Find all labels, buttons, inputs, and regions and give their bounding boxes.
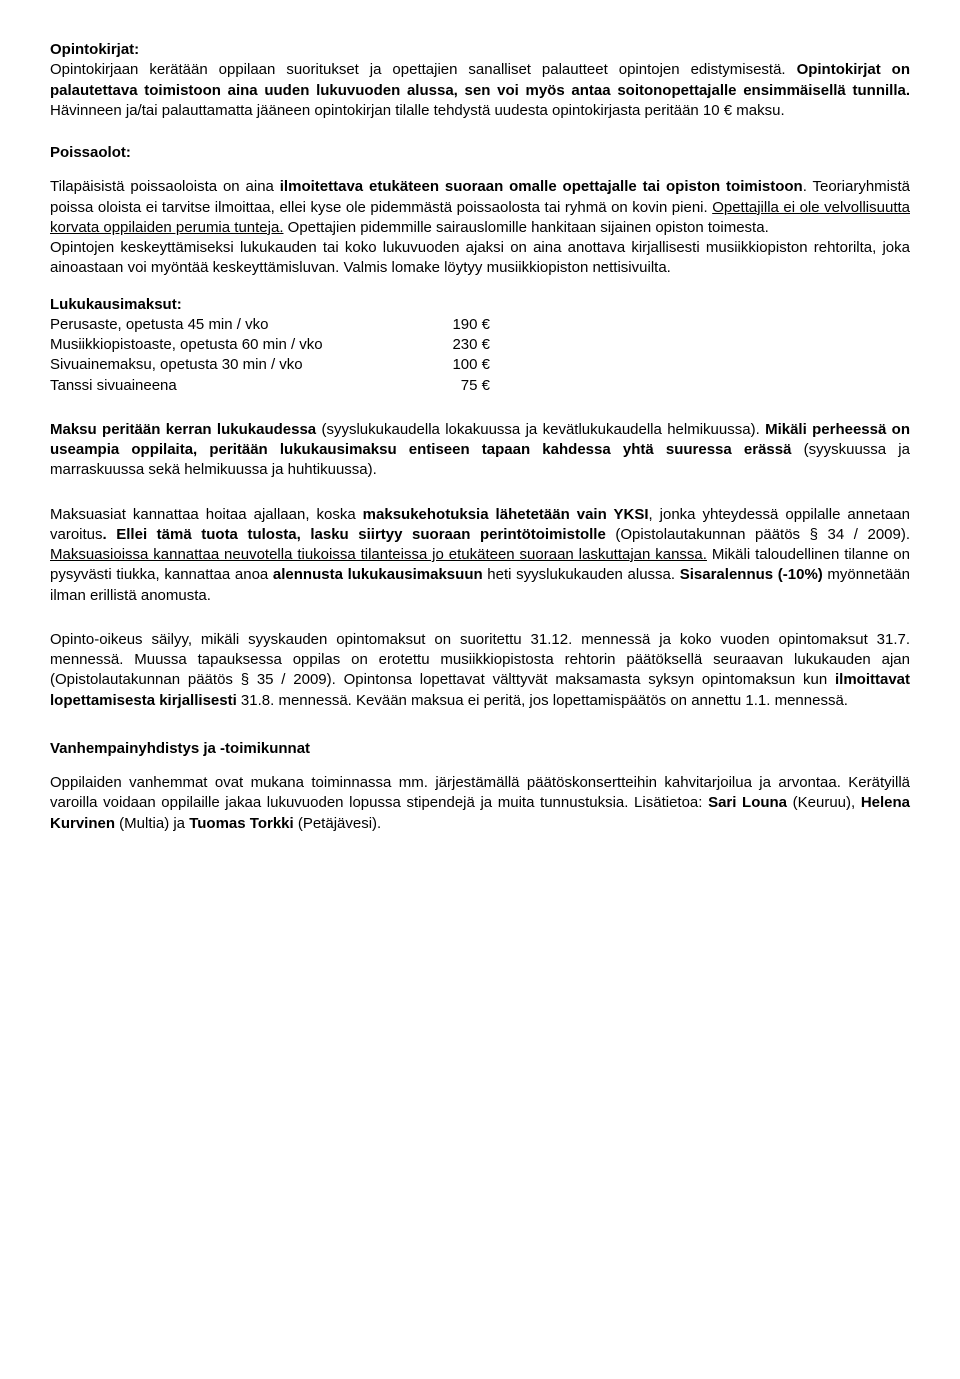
poissaolot-heading: Poissaolot: [50, 143, 910, 163]
fee-label: Musiikkiopistoaste, opetusta 60 min / vk… [50, 335, 430, 355]
payment-paragraph-2: Maksuasiat kannattaa hoitaa ajallaan, ko… [50, 505, 910, 606]
text: Sisaralennus (-10%) [680, 566, 823, 583]
text: Maksuasioissa kannattaa neuvotella tiuko… [50, 546, 707, 563]
fee-row: Perusaste, opetusta 45 min / vko 190 € [50, 315, 910, 335]
text: Tilapäisistä poissaoloista on aina [50, 178, 280, 195]
vanhempainyhdistys-paragraph: Oppilaiden vanhemmat ovat mukana toiminn… [50, 773, 910, 834]
fees-block: Lukukausimaksut: Perusaste, opetusta 45 … [50, 295, 910, 396]
opintokirjat-heading: Opintokirjat: [50, 41, 139, 58]
text: Opintojen keskeyttämiseksi lukukauden ta… [50, 239, 910, 276]
text: alennusta lukukausimaksuun [273, 566, 483, 583]
fee-value: 230 € [430, 335, 490, 355]
fee-row: Musiikkiopistoaste, opetusta 60 min / vk… [50, 335, 910, 355]
text: (syyslukukaudella lokakuussa ja kevätluk… [316, 421, 765, 438]
fee-label: Perusaste, opetusta 45 min / vko [50, 315, 430, 335]
text: 31.8. mennessä. Kevään maksua ei peritä,… [237, 692, 848, 709]
text: (Multia) ja [115, 815, 189, 832]
text: Opinto-oikeus säilyy, mikäli syyskauden … [50, 631, 910, 689]
text: Opintokirjaan kerätään oppilaan suorituk… [50, 61, 797, 78]
text: Opettajien pidemmille sairauslomille han… [283, 219, 768, 236]
study-rights-paragraph: Opinto-oikeus säilyy, mikäli syyskauden … [50, 630, 910, 711]
vanhempainyhdistys-heading: Vanhempainyhdistys ja -toimikunnat [50, 739, 910, 759]
text: (Opistolautakunnan päätös § 34 / 2009). [606, 526, 910, 543]
fee-row: Tanssi sivuaineena 75 € [50, 376, 910, 396]
fee-row: Sivuainemaksu, opetusta 30 min / vko 100… [50, 355, 910, 375]
poissaolot-paragraph: Tilapäisistä poissaoloista on aina ilmoi… [50, 177, 910, 278]
payment-paragraph-1: Maksu peritään kerran lukukaudessa (syys… [50, 420, 910, 481]
fee-value: 75 € [430, 376, 490, 396]
text: (Keuruu), [787, 794, 861, 811]
text: Hävinneen ja/tai palauttamatta jääneen o… [50, 102, 785, 119]
text: maksukehotuksia lähetetään vain YKSI [363, 506, 649, 523]
fee-value: 100 € [430, 355, 490, 375]
text: . Ellei tämä tuota tulosta, lasku siirty… [103, 526, 606, 543]
text: ilmoitettava etukäteen suoraan omalle op… [280, 178, 803, 195]
text: Sari Louna [708, 794, 787, 811]
fee-label: Tanssi sivuaineena [50, 376, 430, 396]
text: Maksu peritään kerran lukukaudessa [50, 421, 316, 438]
opintokirjat-paragraph: Opintokirjat: Opintokirjaan kerätään opp… [50, 40, 910, 121]
text: Maksuasiat kannattaa hoitaa ajallaan, ko… [50, 506, 363, 523]
text: Tuomas Torkki [189, 815, 293, 832]
fee-label: Sivuainemaksu, opetusta 30 min / vko [50, 355, 430, 375]
fees-heading: Lukukausimaksut: [50, 295, 910, 315]
text: heti syyslukukauden alussa. [483, 566, 680, 583]
fee-value: 190 € [430, 315, 490, 335]
text: (Petäjävesi). [294, 815, 382, 832]
